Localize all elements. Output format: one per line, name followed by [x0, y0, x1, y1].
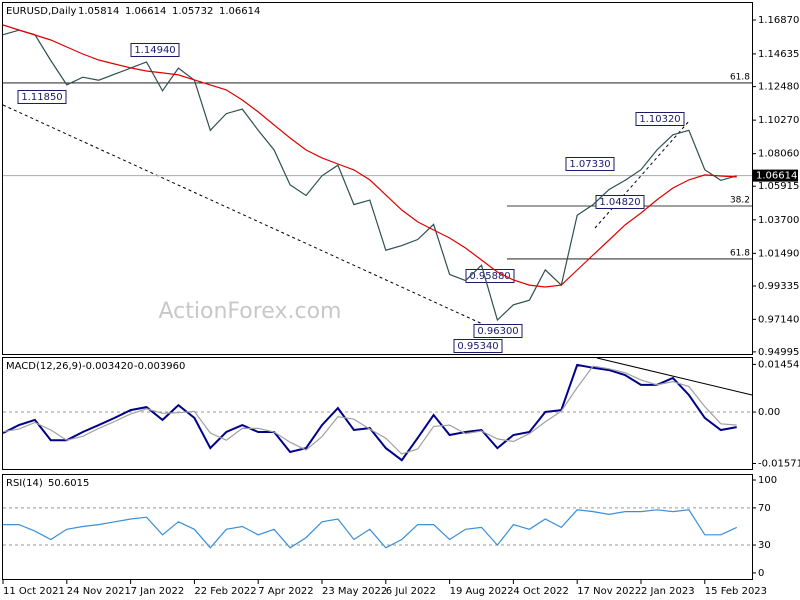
fib-label: 61.8 [730, 248, 750, 258]
annotation-label: 0.95340 [457, 341, 498, 352]
x-tick-label: 6 Jul 2022 [386, 586, 436, 597]
annotation-label: 1.04820 [599, 197, 640, 208]
x-tick-label: 15 Feb 2023 [705, 586, 767, 597]
indicator-title: MACD(12,26,9) [6, 361, 82, 372]
series-line [2, 365, 737, 455]
ohlc-value: 1.06614 [219, 6, 260, 17]
y-tick-label: -0.015712 [758, 458, 800, 469]
x-tick-label: 17 Nov 2022 [577, 586, 641, 597]
x-tick-label: 22 Feb 2022 [194, 586, 256, 597]
y-tick-label: 0.97140 [758, 314, 799, 325]
y-tick-label: 1.14635 [758, 49, 799, 60]
trend-line [596, 357, 753, 396]
annotation-label: 1.14940 [134, 45, 175, 56]
y-tick-label: 0.014549 [758, 359, 800, 370]
ohlc-value: 1.05814 [78, 6, 119, 17]
y-tick-label: 0.00 [758, 407, 780, 418]
indicator-value: 50.6015 [48, 478, 89, 489]
y-tick-label: 1.08060 [758, 149, 799, 160]
indicator-value: -0.003420 [82, 361, 133, 372]
ohlc-value: 1.06614 [125, 6, 166, 17]
series-line [2, 24, 737, 288]
y-tick-label: 0.94995 [758, 347, 799, 358]
y-tick-label: 70 [758, 503, 771, 514]
y-tick-label: 1.12480 [758, 82, 799, 93]
annotation-box [473, 324, 523, 338]
fib-label: 38.2 [730, 196, 750, 206]
x-tick-label: 24 Nov 2021 [67, 586, 131, 597]
annotation-label: 1.11850 [21, 92, 62, 103]
y-tick-label: 0.99335 [758, 281, 799, 292]
series-line [3, 509, 737, 549]
annotation-box [635, 112, 685, 126]
macd-panel [2, 357, 753, 470]
x-tick-label: 23 May 2022 [322, 586, 387, 597]
y-tick-label: 1.03700 [758, 215, 799, 226]
annotation-label: 1.10320 [639, 114, 680, 125]
annotation-box [130, 43, 180, 57]
annotation-box [565, 157, 615, 171]
y-tick-label: 1.16870 [758, 15, 799, 26]
watermark: ActionForex.com [159, 299, 342, 324]
ohlc-value: 1.05732 [172, 6, 213, 17]
x-tick-label: 7 Jan 2022 [131, 586, 185, 597]
x-tick-label: 2 Jan 2023 [641, 586, 695, 597]
y-tick-label: 30 [758, 540, 771, 551]
y-tick-label: 100 [758, 475, 777, 486]
annotation-box [453, 339, 503, 353]
x-tick-label: 4 Oct 2022 [513, 586, 568, 597]
annotation-box [465, 269, 515, 283]
annotation-label: 1.07330 [569, 159, 610, 170]
y-tick-label: 1.05915 [758, 181, 799, 192]
fib-label: 61.8 [730, 72, 750, 82]
x-tick-label: 7 Apr 2022 [258, 586, 313, 597]
annotation-label: 0.96300 [477, 326, 518, 337]
series-line [2, 363, 737, 462]
y-tick-label: 1.10270 [758, 115, 799, 126]
last-price-label: 1.06614 [756, 171, 797, 182]
indicator-value: -0.003960 [134, 361, 185, 372]
indicator-title: RSI(14) [6, 478, 43, 489]
series-line [2, 29, 737, 322]
chart-title: EURUSD,Daily [6, 6, 77, 17]
x-tick-label: 19 Aug 2022 [450, 586, 514, 597]
trend-line [2, 104, 501, 333]
annotation-label: 0.95880 [469, 271, 510, 282]
y-tick-label: 0 [758, 568, 764, 579]
annotation-box [17, 90, 67, 104]
rsi-panel [2, 474, 753, 580]
last-price-box [752, 169, 798, 182]
x-tick-label: 11 Oct 2021 [3, 586, 65, 597]
y-tick-label: 1.01490 [758, 248, 799, 259]
